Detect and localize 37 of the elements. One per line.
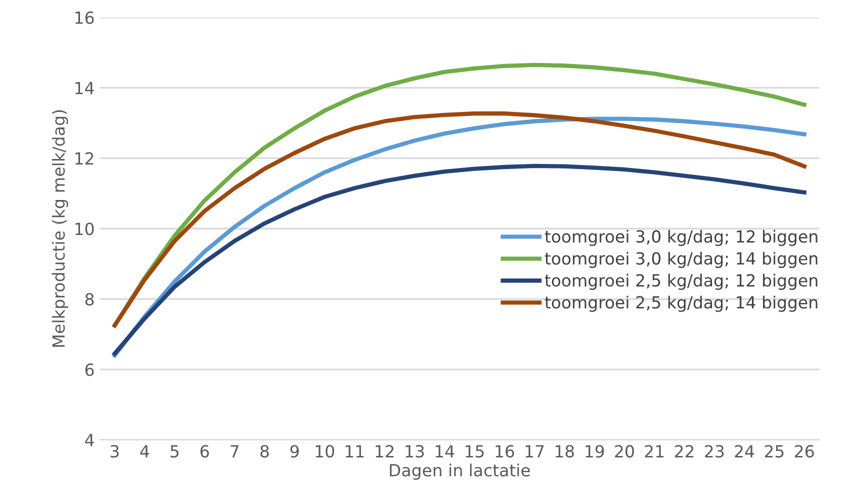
y-tick-label: 4 — [85, 434, 94, 446]
y-axis-title: Melkproductie (kg melk/dag) — [52, 110, 68, 347]
x-tick-label: 8 — [260, 445, 269, 458]
x-tick-label: 9 — [290, 445, 299, 458]
x-tick-label: 14 — [436, 445, 454, 458]
y-tick-label: 16 — [75, 11, 94, 24]
x-tick-label: 15 — [466, 445, 484, 458]
x-tick-label: 23 — [704, 445, 724, 458]
legend-label: toomgroei 3,0 kg/dag; 12 biggen — [544, 230, 818, 246]
legend-label: toomgroei 3,0 kg/dag; 14 biggen — [544, 252, 818, 268]
x-tick-label: 20 — [615, 445, 634, 458]
x-tick-label: 5 — [170, 445, 179, 458]
x-tick-label: 6 — [200, 445, 209, 458]
x-tick-label: 22 — [675, 445, 694, 458]
x-tick-label: 19 — [586, 445, 604, 458]
y-tick-label: 8 — [85, 292, 94, 306]
y-tick-label: 6 — [85, 363, 94, 376]
x-tick-label: 24 — [734, 445, 754, 458]
x-tick-label: 4 — [140, 445, 150, 458]
x-tick-label: 21 — [645, 445, 664, 458]
x-tick-label: 12 — [376, 445, 394, 458]
x-tick-label: 10 — [316, 445, 334, 458]
legend-label: toomgroei 2,5 kg/dag; 12 biggen — [544, 274, 818, 290]
x-tick-label: 7 — [230, 445, 239, 458]
x-tick-label: 25 — [764, 445, 784, 458]
x-tick-label: 16 — [496, 445, 514, 458]
y-tick-label: 12 — [75, 152, 94, 165]
x-tick-label: 13 — [406, 445, 424, 458]
x-tick-label: 18 — [556, 445, 574, 458]
x-tick-label: 26 — [794, 445, 814, 458]
y-tick-label: 14 — [75, 82, 94, 94]
x-tick-label: 11 — [346, 445, 364, 458]
x-tick-label: 17 — [526, 445, 544, 458]
y-tick-label: 10 — [75, 222, 94, 236]
legend-label: toomgroei 2,5 kg/dag; 14 biggen — [544, 296, 818, 312]
x-axis-title: Dagen in lactatie — [390, 464, 530, 480]
x-tick-label: 3 — [110, 445, 119, 458]
